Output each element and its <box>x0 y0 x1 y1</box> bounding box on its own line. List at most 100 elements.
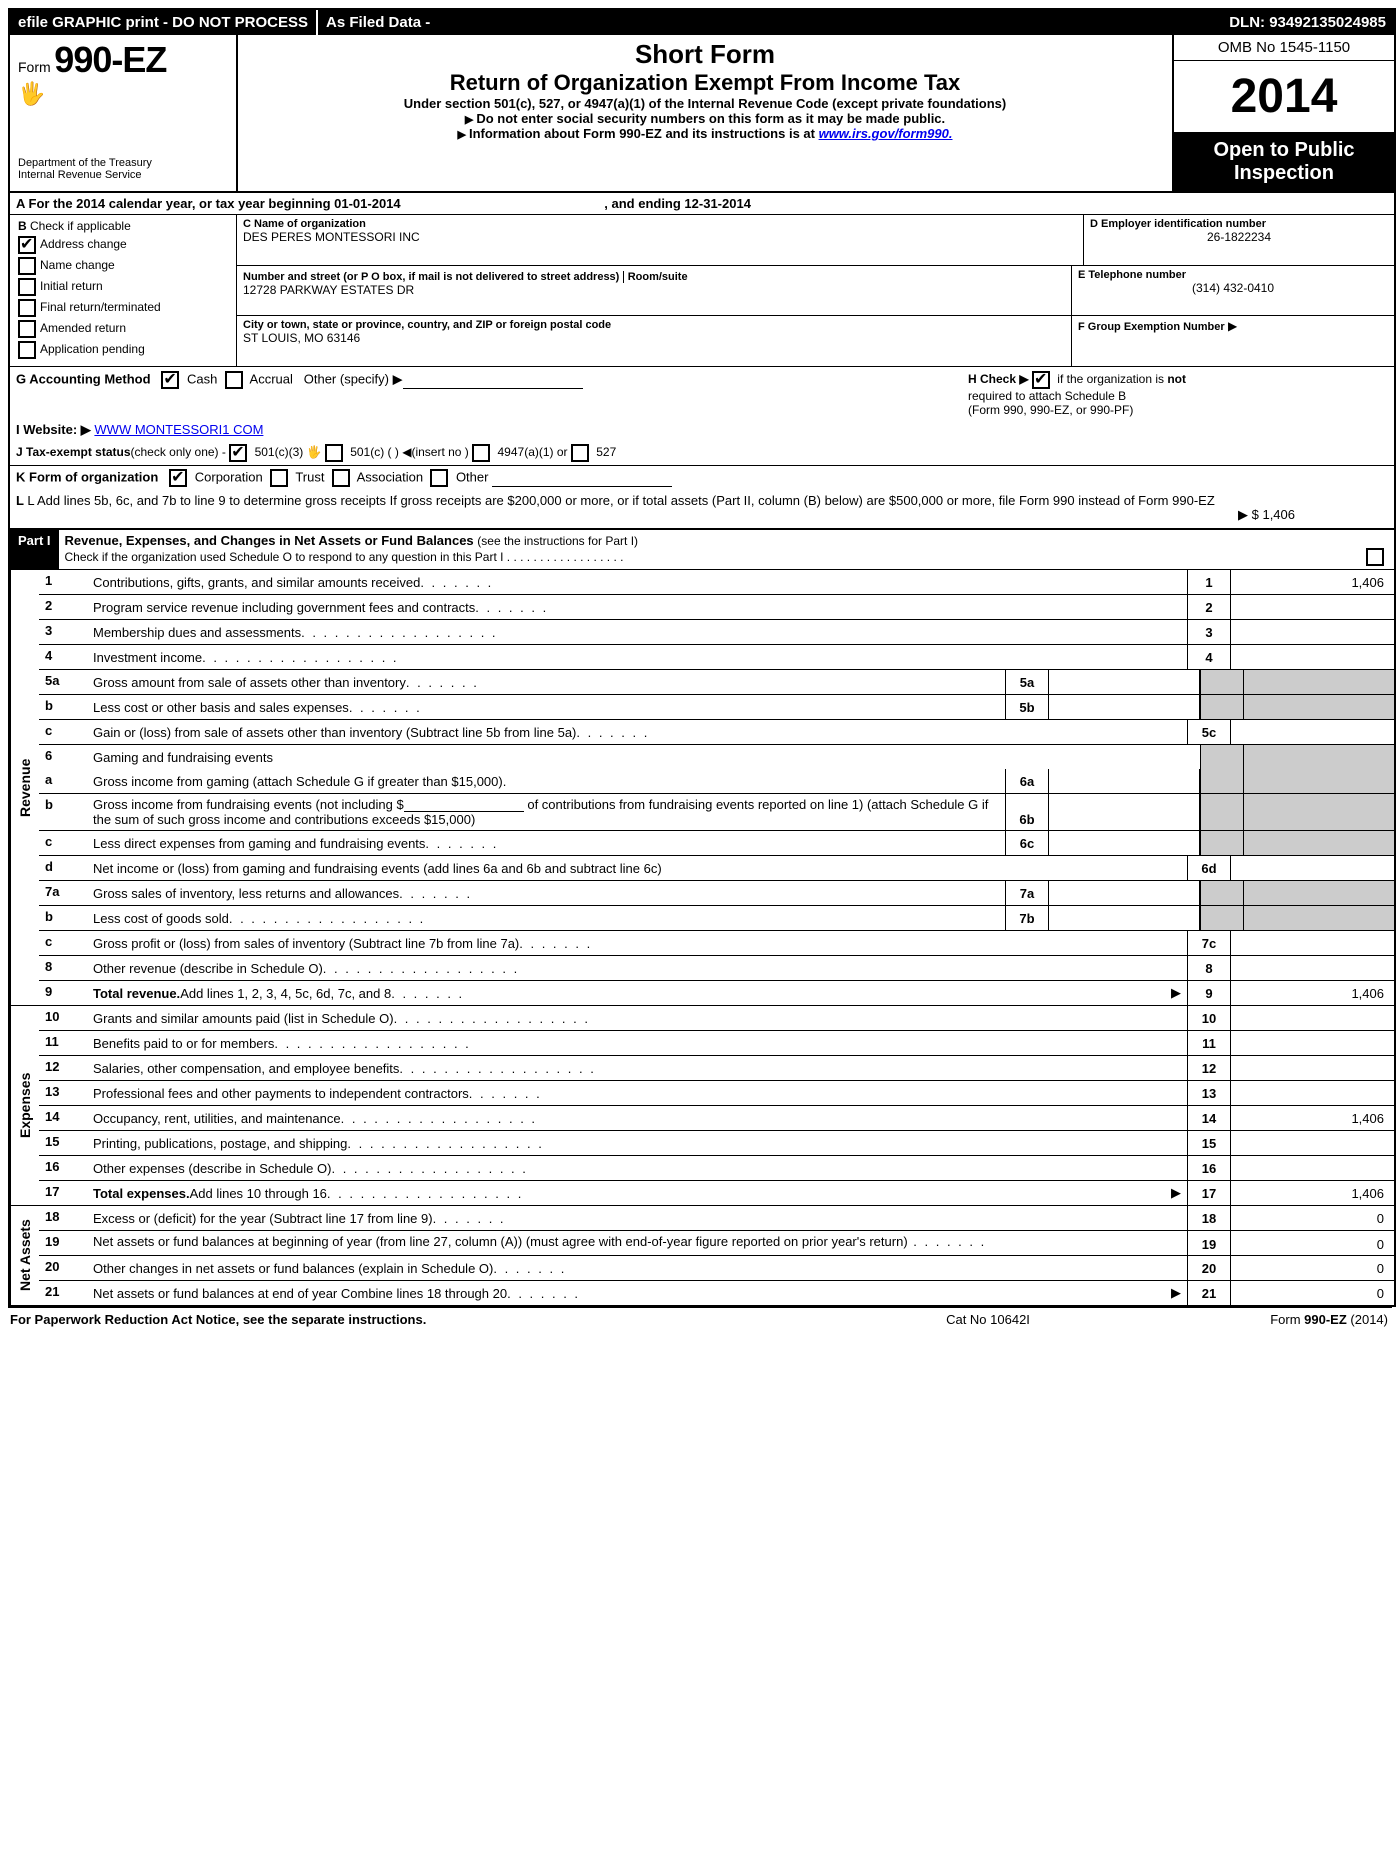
note-info-pre: Information about Form 990-EZ and its in… <box>469 126 819 141</box>
footer-form-id: Form 990-EZ (2014) <box>1138 1312 1392 1327</box>
checkbox-cash[interactable] <box>161 371 179 389</box>
revenue-label: Revenue <box>10 570 39 1005</box>
phone-block: E Telephone number (314) 432-0410 <box>1072 266 1394 316</box>
line1-value: 1,406 <box>1230 570 1394 594</box>
line7a-value <box>1049 881 1200 905</box>
note-ssn: Do not enter social security numbers on … <box>476 111 945 126</box>
line17-value: 1,406 <box>1230 1181 1394 1205</box>
row-l: L L Add lines 5b, 6c, and 7b to line 9 t… <box>10 490 1394 526</box>
checkbox-association[interactable] <box>332 469 350 487</box>
line13-value <box>1230 1081 1394 1105</box>
expenses-label: Expenses <box>10 1006 39 1205</box>
line18-value: 0 <box>1230 1206 1394 1230</box>
net-assets-label: Net Assets <box>10 1206 39 1305</box>
checkbox-other-org[interactable] <box>430 469 448 487</box>
footer-paperwork: For Paperwork Reduction Act Notice, see … <box>8 1312 838 1327</box>
footer: For Paperwork Reduction Act Notice, see … <box>8 1307 1392 1331</box>
line7b-value <box>1049 906 1200 930</box>
header-right: OMB No 1545-1150 2014 Open to Public Ins… <box>1172 35 1394 191</box>
form-990ez: efile GRAPHIC print - DO NOT PROCESS As … <box>8 8 1396 1307</box>
row-i: I Website: ▶ WWW MONTESSORI1 COM <box>10 419 1394 441</box>
line11-value <box>1230 1031 1394 1055</box>
line8-value <box>1230 956 1394 980</box>
gross-receipts: $ 1,406 <box>1252 507 1295 522</box>
checkbox-final-return[interactable]: Final return/terminated <box>18 299 228 317</box>
line21-value: 0 <box>1230 1281 1394 1305</box>
checkbox-corporation[interactable] <box>169 469 187 487</box>
topbar-dln: DLN: 93492135024985 <box>1221 10 1394 35</box>
arrow-icon <box>465 111 476 126</box>
row-j: J Tax-exempt status(check only one) - 50… <box>10 441 1394 465</box>
line12-value <box>1230 1056 1394 1080</box>
city-block: City or town, state or province, country… <box>237 316 1072 366</box>
subtitle: Under section 501(c), 527, or 4947(a)(1)… <box>246 96 1164 111</box>
city-state-zip: ST LOUIS, MO 63146 <box>243 331 1065 345</box>
line16-value <box>1230 1156 1394 1180</box>
revenue-section: Revenue 1Contributions, gifts, grants, a… <box>10 569 1394 1005</box>
info-block: B Check if applicable Address change Nam… <box>10 215 1394 367</box>
irs-link[interactable]: www.irs.gov/form990. <box>819 126 953 141</box>
line4-value <box>1230 645 1394 669</box>
form-number: 990-EZ <box>54 39 166 80</box>
tax-year: 2014 <box>1174 61 1394 133</box>
checkbox-501c3[interactable] <box>229 444 247 462</box>
line6c-value <box>1049 831 1200 855</box>
checkbox-501c[interactable] <box>325 444 343 462</box>
row-k: K Form of organization Corporation Trust… <box>10 465 1394 490</box>
org-name-block: C Name of organization DES PERES MONTESS… <box>237 215 1084 265</box>
row-a-tax-year: A For the 2014 calendar year, or tax yea… <box>10 193 1394 215</box>
checkbox-application-pending[interactable]: Application pending <box>18 341 228 359</box>
line19-value: 0 <box>1230 1231 1394 1255</box>
col-cde: C Name of organization DES PERES MONTESS… <box>237 215 1394 366</box>
part1-header: Part I Revenue, Expenses, and Changes in… <box>10 528 1394 569</box>
topbar-mid: As Filed Data - <box>316 10 438 35</box>
efile-icon: 🖐 <box>18 81 228 107</box>
address-block: Number and street (or P O box, if mail i… <box>237 266 1072 316</box>
net-assets-section: Net Assets 18Excess or (deficit) for the… <box>10 1205 1394 1305</box>
title-return: Return of Organization Exempt From Incom… <box>246 70 1164 96</box>
dept-treasury: Department of the Treasury <box>18 157 228 169</box>
checkbox-name-change[interactable]: Name change <box>18 257 228 275</box>
checkbox-trust[interactable] <box>270 469 288 487</box>
topbar-left: efile GRAPHIC print - DO NOT PROCESS <box>10 10 316 35</box>
line14-value: 1,406 <box>1230 1106 1394 1130</box>
line5a-value <box>1049 670 1200 694</box>
open-public: Open to Public Inspection <box>1174 133 1394 191</box>
line6d-value <box>1230 856 1394 880</box>
header: Form 990-EZ 🖐 Department of the Treasury… <box>10 35 1394 193</box>
title-short-form: Short Form <box>246 39 1164 70</box>
checkbox-initial-return[interactable]: Initial return <box>18 278 228 296</box>
checkbox-527[interactable] <box>571 444 589 462</box>
expenses-section: Expenses 10Grants and similar amounts pa… <box>10 1005 1394 1205</box>
line9-value: 1,406 <box>1230 981 1394 1005</box>
top-bar: efile GRAPHIC print - DO NOT PROCESS As … <box>10 10 1394 35</box>
checkbox-schedule-b[interactable] <box>1032 371 1050 389</box>
line15-value <box>1230 1131 1394 1155</box>
group-exemption-block: F Group Exemption Number ▶ <box>1072 316 1394 366</box>
omb-number: OMB No 1545-1150 <box>1174 35 1394 61</box>
col-b-checkboxes: B Check if applicable Address change Nam… <box>10 215 237 366</box>
line5b-value <box>1049 695 1200 719</box>
org-name: DES PERES MONTESSORI INC <box>243 230 1077 244</box>
arrow-icon <box>458 126 469 141</box>
line2-value <box>1230 595 1394 619</box>
header-left: Form 990-EZ 🖐 Department of the Treasury… <box>10 35 238 191</box>
row-g: G Accounting Method Cash Accrual Other (… <box>16 371 968 417</box>
checkbox-schedule-o[interactable] <box>1366 548 1384 566</box>
line20-value: 0 <box>1230 1256 1394 1280</box>
footer-cat-no: Cat No 10642I <box>838 1312 1138 1327</box>
checkbox-accrual[interactable] <box>225 371 243 389</box>
line5c-value <box>1230 720 1394 744</box>
row-h: H Check ▶ if the organization is not req… <box>968 371 1388 417</box>
line7c-value <box>1230 931 1394 955</box>
checkbox-amended-return[interactable]: Amended return <box>18 320 228 338</box>
header-mid: Short Form Return of Organization Exempt… <box>238 35 1172 191</box>
street-address: 12728 PARKWAY ESTATES DR <box>243 283 1065 297</box>
ein: 26-1822234 <box>1090 230 1388 244</box>
website-link[interactable]: WWW MONTESSORI1 COM <box>94 422 263 437</box>
dept-irs: Internal Revenue Service <box>18 169 228 181</box>
ghijkl: G Accounting Method Cash Accrual Other (… <box>10 367 1394 528</box>
ein-block: D Employer identification number 26-1822… <box>1084 215 1394 247</box>
checkbox-4947[interactable] <box>472 444 490 462</box>
checkbox-address-change[interactable]: Address change <box>18 236 228 254</box>
